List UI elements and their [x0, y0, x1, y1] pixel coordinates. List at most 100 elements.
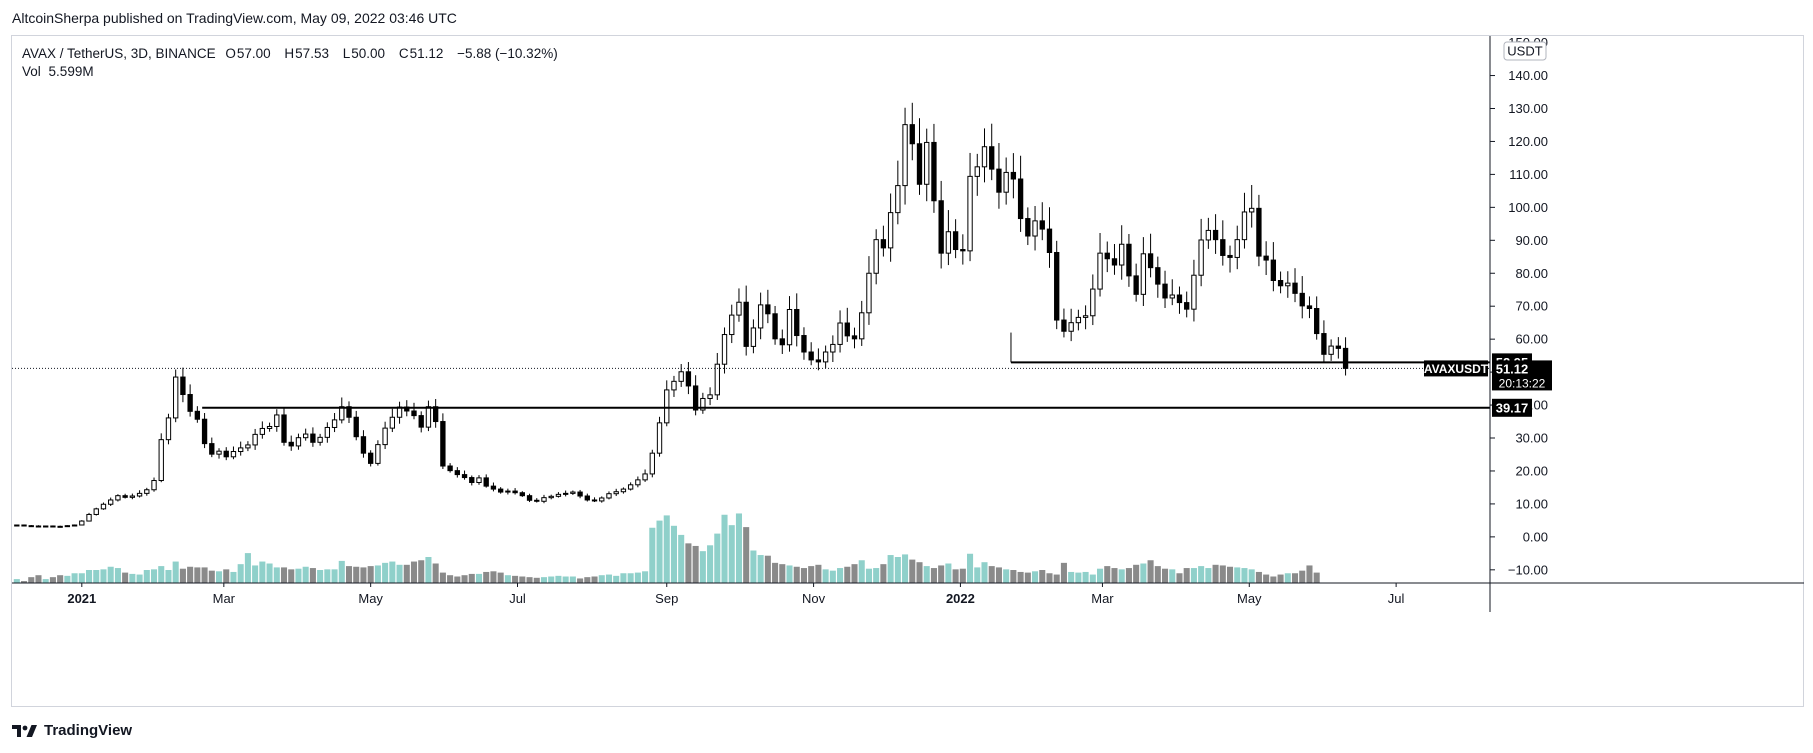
- volume-bar: [678, 534, 685, 583]
- volume-bar: [1183, 568, 1190, 583]
- volume-bar: [1140, 563, 1147, 583]
- candle-body: [815, 359, 822, 363]
- candle-body: [1184, 302, 1190, 310]
- candle-body: [310, 433, 316, 443]
- candle-body: [295, 437, 302, 447]
- volume-bar: [107, 566, 114, 583]
- candle-body: [1220, 239, 1226, 256]
- volume-bar: [13, 579, 20, 583]
- candle-body: [303, 433, 309, 439]
- candle-body: [649, 452, 655, 475]
- change-value: −5.88 (−10.32%): [457, 46, 558, 61]
- candle-body: [216, 450, 222, 455]
- candle-body: [642, 473, 648, 481]
- ohlc-row: AVAX / TetherUS, 3D, BINANCE O57.00 H57.…: [22, 45, 558, 63]
- candle-body: [1299, 292, 1305, 307]
- low-label: L: [342, 46, 351, 61]
- candle-body: [1155, 267, 1161, 285]
- volume-bar: [642, 571, 649, 583]
- volume-bar: [649, 527, 656, 583]
- volume-bar: [967, 553, 974, 583]
- candle-body: [331, 419, 338, 428]
- candle-body: [1010, 171, 1017, 180]
- candle-body: [613, 491, 619, 495]
- candle-body: [1111, 258, 1118, 266]
- candle-body: [368, 452, 374, 464]
- candle-body: [324, 426, 331, 438]
- volume-bar: [916, 562, 923, 583]
- volume-bar: [273, 567, 280, 583]
- candle-body: [1090, 288, 1096, 317]
- candle-body: [151, 480, 157, 491]
- volume-bar: [577, 578, 584, 583]
- candle-body: [483, 477, 489, 487]
- volume-bar: [1277, 574, 1284, 583]
- volume-bar: [1039, 570, 1046, 583]
- volume-bar: [519, 576, 526, 583]
- x-tick-label: 2021: [67, 591, 96, 606]
- volume-bar: [1010, 570, 1017, 583]
- candle-body: [223, 450, 229, 458]
- publisher-line: AltcoinSherpa published on TradingView.c…: [12, 10, 457, 26]
- volume-bar: [1299, 570, 1306, 583]
- volume-bar: [439, 572, 446, 583]
- price-candles: [14, 102, 1349, 528]
- volume-bar: [35, 575, 42, 583]
- volume-bar: [699, 551, 706, 583]
- volume-bar: [1205, 568, 1212, 583]
- volume-bar: [1176, 573, 1183, 583]
- volume-bar: [187, 566, 194, 583]
- candle-body: [1314, 308, 1320, 335]
- x-tick-label: May: [358, 591, 383, 606]
- volume-bar: [367, 566, 374, 583]
- y-tick-label: 60.00: [1515, 332, 1548, 347]
- volume-bar: [1075, 572, 1082, 583]
- candle-body: [895, 185, 901, 214]
- candle-body: [1133, 275, 1139, 295]
- open-value: 57.00: [236, 46, 271, 61]
- candle-body: [1032, 220, 1038, 237]
- volume-bar: [988, 566, 995, 583]
- x-tick-label: Nov: [802, 591, 826, 606]
- volume-bar: [1046, 573, 1053, 583]
- volume-bar: [21, 581, 28, 583]
- candle-body: [866, 272, 872, 314]
- volume-bar: [382, 562, 389, 583]
- candle-body: [1270, 259, 1277, 282]
- volume-bar: [591, 576, 598, 583]
- candle-body: [1025, 218, 1031, 237]
- volume-bar: [403, 564, 410, 583]
- candle-body: [1176, 294, 1183, 304]
- volume-bar: [945, 563, 952, 583]
- volume-bar: [389, 561, 396, 583]
- currency-label: USDT: [1507, 44, 1542, 59]
- candle-body: [1061, 319, 1067, 332]
- volume-bar: [237, 564, 244, 583]
- candle-body: [844, 322, 850, 337]
- volume-bar: [1089, 574, 1096, 583]
- candle-body: [447, 465, 453, 472]
- volume-bar: [497, 572, 504, 583]
- volume-bar: [1241, 568, 1248, 583]
- volume-bar: [793, 566, 800, 583]
- volume-bar: [1068, 571, 1075, 583]
- candle-body: [194, 410, 201, 420]
- y-tick-label: 30.00: [1515, 431, 1548, 446]
- x-tick-label: Jul: [509, 591, 526, 606]
- candle-body: [627, 484, 634, 490]
- x-tick-label: Mar: [213, 591, 236, 606]
- candle-body: [21, 524, 27, 527]
- candle-body: [1097, 252, 1103, 290]
- volume-bar: [764, 555, 771, 583]
- volume-bar: [1198, 566, 1205, 583]
- candle-body: [497, 488, 504, 493]
- candle-body: [187, 394, 193, 412]
- candle-body: [635, 479, 641, 486]
- candle-body: [425, 406, 432, 428]
- volume-bar: [447, 575, 454, 583]
- candle-body: [599, 497, 605, 502]
- high-value: 57.53: [295, 46, 329, 61]
- volume-bar: [353, 566, 360, 583]
- candle-body: [902, 124, 908, 187]
